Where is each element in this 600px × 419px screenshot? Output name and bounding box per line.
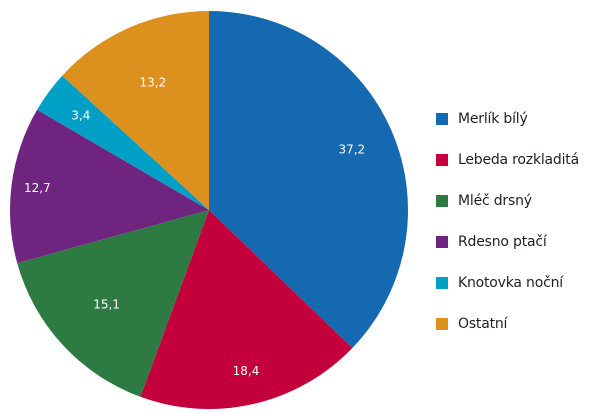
legend-item-lebeda-rozkladita: Lebeda rozkladitá [436,139,600,180]
legend-label: Rdesno ptačí [458,233,547,250]
legend-label: Lebeda rozkladitá [458,151,579,168]
legend-swatch [436,153,448,166]
slice-value-label: 13,2 [140,76,167,90]
pie-slice [209,11,409,349]
pie-chart: 37,2 18,4 15,1 12,7 3,4 13,2 [10,11,409,410]
pie-slice [10,109,210,264]
legend-swatch [436,276,448,289]
pie-slice [17,210,209,397]
legend-item-mlec-drsny: Mléč drsný [436,180,600,221]
slice-value-label: 3,4 [71,109,90,123]
pie-slice [62,11,210,210]
slice-value-label: 15,1 [93,297,120,311]
pie-slice [140,210,353,410]
slice-value-label: 37,2 [338,142,365,156]
legend-label: Ostatní [458,315,508,332]
slice-value-label: 12,7 [24,181,51,195]
slice-value-label: 18,4 [233,364,260,378]
pie-slice [37,75,209,210]
legend-swatch [436,194,448,207]
chart-legend: Merlík bílý Lebeda rozkladitá Mléč drsný… [436,98,600,344]
legend-swatch [436,235,448,248]
legend-label: Knotovka noční [458,274,563,291]
legend-item-merlik-bily: Merlík bílý [436,98,600,139]
legend-label: Merlík bílý [458,110,528,127]
legend-item-ostatni: Ostatní [436,303,600,344]
legend-label: Mléč drsný [458,192,532,209]
pie-chart-svg: 37,2 18,4 15,1 12,7 3,4 13,2 [10,11,409,410]
legend-item-knotovka-nocni: Knotovka noční [436,262,600,303]
legend-swatch [436,112,448,125]
legend-item-rdesno-ptaci: Rdesno ptačí [436,221,600,262]
legend-swatch [436,317,448,330]
